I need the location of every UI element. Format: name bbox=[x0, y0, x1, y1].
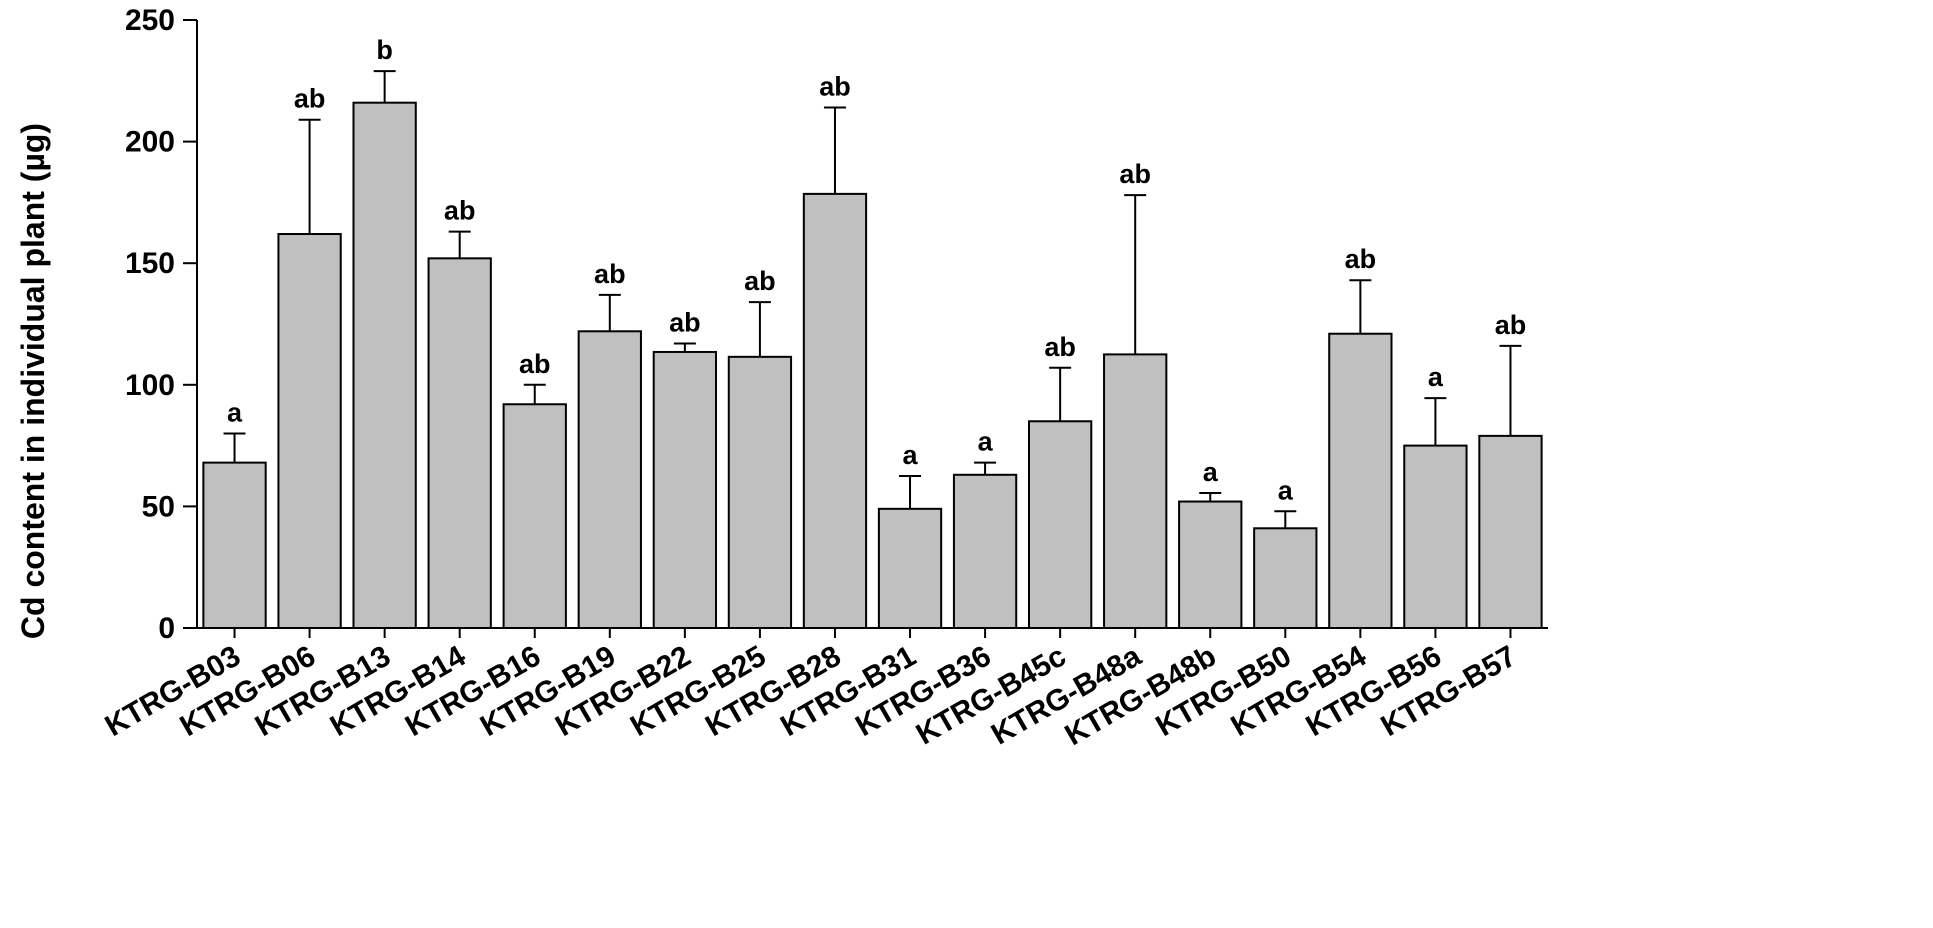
bar-ktrg-b03 bbox=[202, 461, 267, 629]
bar-ktrg-b48b bbox=[1178, 500, 1243, 630]
bar-ktrg-b13 bbox=[352, 101, 417, 630]
significance-label-ktrg-b16: ab bbox=[519, 349, 551, 379]
bar-ktrg-b36 bbox=[952, 473, 1018, 629]
significance-label-ktrg-b48b: a bbox=[1203, 457, 1219, 487]
significance-label-ktrg-b25: ab bbox=[744, 266, 776, 296]
significance-label-ktrg-b36: a bbox=[978, 427, 994, 457]
x-tick-labels-layer: KTRG-B03KTRG-B06KTRG-B13KTRG-B14KTRG-B16… bbox=[100, 639, 1522, 752]
bar-ktrg-b48a bbox=[1103, 353, 1168, 629]
significance-label-ktrg-b13: b bbox=[376, 35, 393, 65]
bar-ktrg-b25 bbox=[727, 355, 793, 629]
y-tick-label-200: 200 bbox=[125, 126, 175, 159]
bar-ktrg-b14 bbox=[427, 257, 492, 629]
significance-label-ktrg-b48a: ab bbox=[1119, 159, 1151, 189]
significance-label-ktrg-b22: ab bbox=[669, 307, 701, 337]
significance-label-ktrg-b31: a bbox=[903, 440, 919, 470]
bar-ktrg-b50 bbox=[1253, 527, 1318, 630]
bar-ktrg-b06 bbox=[277, 233, 342, 630]
error-bars-layer bbox=[223, 70, 1522, 529]
bar-ktrg-b19 bbox=[577, 330, 642, 629]
y-tick-label-100: 100 bbox=[125, 369, 175, 402]
bar-ktrg-b56 bbox=[1403, 444, 1468, 629]
significance-label-ktrg-b14: ab bbox=[444, 196, 476, 226]
y-tick-labels-layer: 0 50 100 150 200 250 bbox=[125, 4, 175, 645]
significance-label-ktrg-b28: ab bbox=[819, 72, 851, 102]
bar-ktrg-b31 bbox=[877, 507, 943, 629]
significance-label-ktrg-b50: a bbox=[1278, 475, 1294, 505]
bar-ktrg-b22 bbox=[652, 350, 718, 629]
bar-ktrg-b45c bbox=[1027, 420, 1093, 629]
significance-label-ktrg-b45c: ab bbox=[1044, 332, 1076, 362]
significance-label-ktrg-b19: ab bbox=[594, 259, 626, 289]
bars-layer bbox=[202, 101, 1543, 630]
significance-label-ktrg-b03: a bbox=[227, 397, 243, 427]
y-tick-label-0: 0 bbox=[158, 612, 175, 645]
bar-ktrg-b16 bbox=[502, 403, 567, 630]
y-tick-label-50: 50 bbox=[142, 490, 175, 523]
significance-label-ktrg-b06: ab bbox=[294, 84, 326, 114]
significance-label-ktrg-b57: ab bbox=[1495, 310, 1527, 340]
significance-labels-layer: a ab b ab ab ab ab ab ab a a ab ab a a ab a ab bbox=[227, 35, 1526, 505]
significance-label-ktrg-b56: a bbox=[1428, 362, 1444, 392]
axes-layer bbox=[183, 19, 1548, 638]
bar-ktrg-b57 bbox=[1478, 434, 1543, 630]
bar-ktrg-b54 bbox=[1328, 332, 1393, 629]
significance-label-ktrg-b54: ab bbox=[1345, 244, 1377, 274]
bar-ktrg-b28 bbox=[802, 192, 868, 629]
y-tick-label-150: 150 bbox=[125, 247, 175, 280]
y-tick-label-250: 250 bbox=[125, 4, 175, 37]
y-axis-title: Cd content in individual plant (µg) bbox=[15, 123, 51, 639]
